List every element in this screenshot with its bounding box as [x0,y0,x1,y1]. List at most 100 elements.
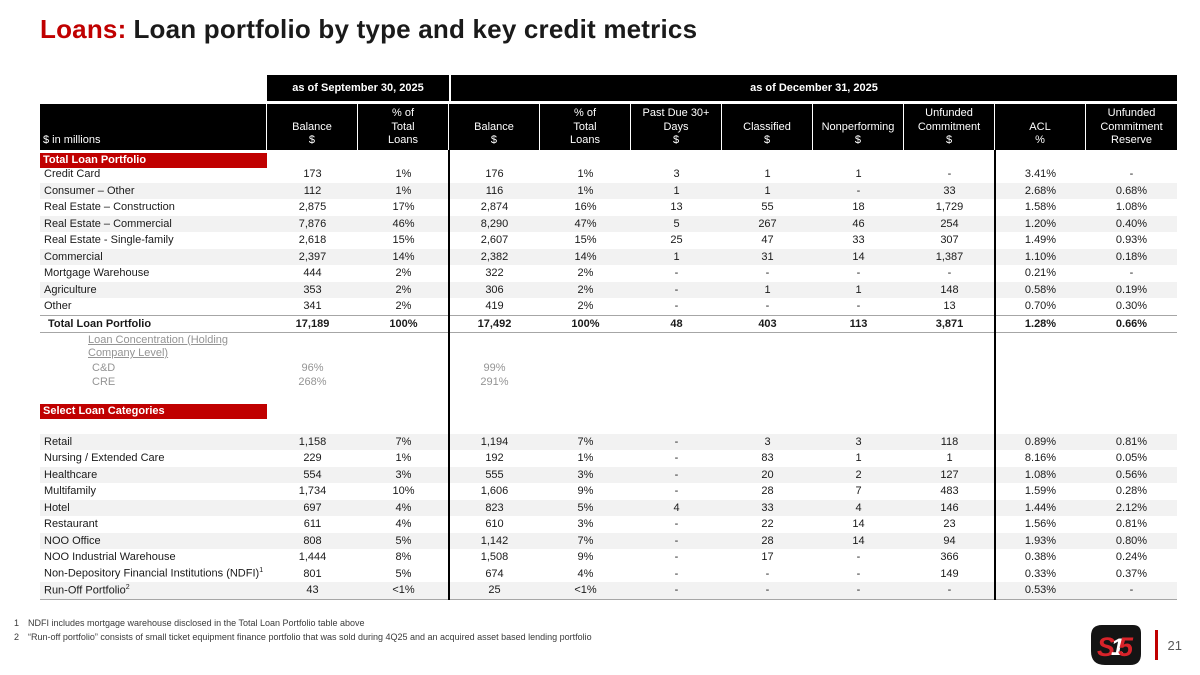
row-label: Consumer – Other [44,184,135,197]
cell: 94 [943,534,956,547]
cell: 22 [761,518,774,531]
cell: 2% [395,267,412,280]
cell: - [947,168,952,181]
cell: 0.53% [1024,584,1057,597]
cell: - [765,267,770,280]
cell: 2% [395,283,412,296]
row-label: Non-Depository Financial Institutions (N… [44,567,264,581]
cell: 0.58% [1024,283,1057,296]
cell: 7% [577,534,594,547]
cell: 0.24% [1115,551,1148,564]
cell: 3% [395,468,412,481]
row-label: Mortgage Warehouse [44,267,150,280]
table-row: Commercial 2,397 14% 2,382 14% 1 31 14 1,387 1.10… [40,248,1177,265]
cell: 8% [395,551,412,564]
group-header-sep30: as of September 30, 2025 [267,75,449,101]
cell: 99% [483,362,506,375]
row-label: Restaurant [44,518,98,531]
cell: 267 [758,217,777,230]
cell: <1% [574,584,597,597]
cell: 7% [577,435,594,448]
cell: 307 [940,234,959,247]
title-text: Loan portfolio by type and key credit me… [133,14,698,44]
cell: 5% [577,501,594,514]
cell: 611 [303,518,322,531]
units-label: $ in millions [40,104,267,150]
cell: 96% [301,362,324,375]
cell: 3 [855,435,862,448]
cell: - [674,300,679,313]
cell: 823 [485,501,504,514]
cell: 116 [485,184,504,197]
cell: 3.41% [1024,168,1057,181]
cell: 28 [761,534,774,547]
cell: 1,444 [298,551,327,564]
cell: 4% [395,518,412,531]
cell: 554 [303,468,322,481]
row-label: NOO Office [44,534,101,547]
cell: 444 [303,267,322,280]
cell: 17 [761,551,774,564]
col-header-pct-dec: % of Total Loans [540,104,631,150]
spacer [40,389,1177,401]
cell: 127 [940,468,959,481]
cell: 3,871 [935,317,964,330]
col-header-pct-sep: % of Total Loans [358,104,449,150]
row-label: Credit Card [44,168,101,181]
cell: - [765,567,770,580]
cell: 1 [764,168,771,181]
table-row: Multifamily 1,734 10% 1,606 9% - 28 7 483 1.59% 0.… [40,483,1177,500]
cell: 15% [392,234,415,247]
cell: 15% [574,234,597,247]
cell: 1,734 [298,485,327,498]
cell: 25 [670,234,683,247]
logo-glyph-s: S [1097,632,1115,662]
cell: 2 [855,468,862,481]
cell: 1 [855,452,862,465]
page-number: 21 [1167,637,1182,653]
cell: 1,508 [480,551,509,564]
cell: - [674,518,679,531]
cell: 46% [392,217,415,230]
cell: 341 [303,300,322,313]
table-row: Mortgage Warehouse 444 2% 322 2% - - - - 0.21% - [40,265,1177,282]
cell: - [1129,267,1134,280]
page-title: Loans: Loan portfolio by type and key cre… [40,14,697,45]
cell: 14 [852,534,865,547]
cell: 0.81% [1115,518,1148,531]
cell: 1 [764,283,771,296]
cell: 8.16% [1024,452,1057,465]
cell: 3% [577,518,594,531]
cell: 1.28% [1024,317,1057,330]
cell: 14 [852,250,865,263]
cell: - [856,567,861,580]
cell: 1,729 [935,201,964,214]
cell: 47 [761,234,774,247]
cell: 4% [577,567,594,580]
table-row: Real Estate - Single-family 2,618 15% 2,607… [40,232,1177,249]
footnote-ref: 1 [259,567,264,575]
cell: 33 [943,184,956,197]
cell: 1 [764,184,771,197]
table-row: Consumer – Other 112 1% 116 1% 1 1 - 33 2.68% 0.68… [40,182,1177,199]
group-header-dec31: as of December 31, 2025 [451,75,1177,101]
cell: 2,875 [298,201,327,214]
cell: 146 [940,501,959,514]
cell: 0.56% [1115,468,1148,481]
row-label: Retail [44,435,73,448]
cell: 5% [395,567,412,580]
cell: 4 [855,501,862,514]
logo-glyph-1: 1 [1111,634,1124,661]
cell: 0.70% [1024,300,1057,313]
footnote-text: NDFI includes mortgage warehouse disclos… [28,618,365,628]
row-label: CRE [92,375,116,388]
cell: 5 [673,217,680,230]
table-row: Restaurant 611 4% 610 3% - 22 14 23 1.56% 0.81% [40,516,1177,533]
cell: 1 [855,283,862,296]
section-header: Select Loan Categories [40,401,1177,419]
row-label: NOO Industrial Warehouse [44,551,176,564]
footnote-1: 1 NDFI includes mortgage warehouse discl… [14,617,592,631]
cell: - [674,584,679,597]
cell: - [674,267,679,280]
